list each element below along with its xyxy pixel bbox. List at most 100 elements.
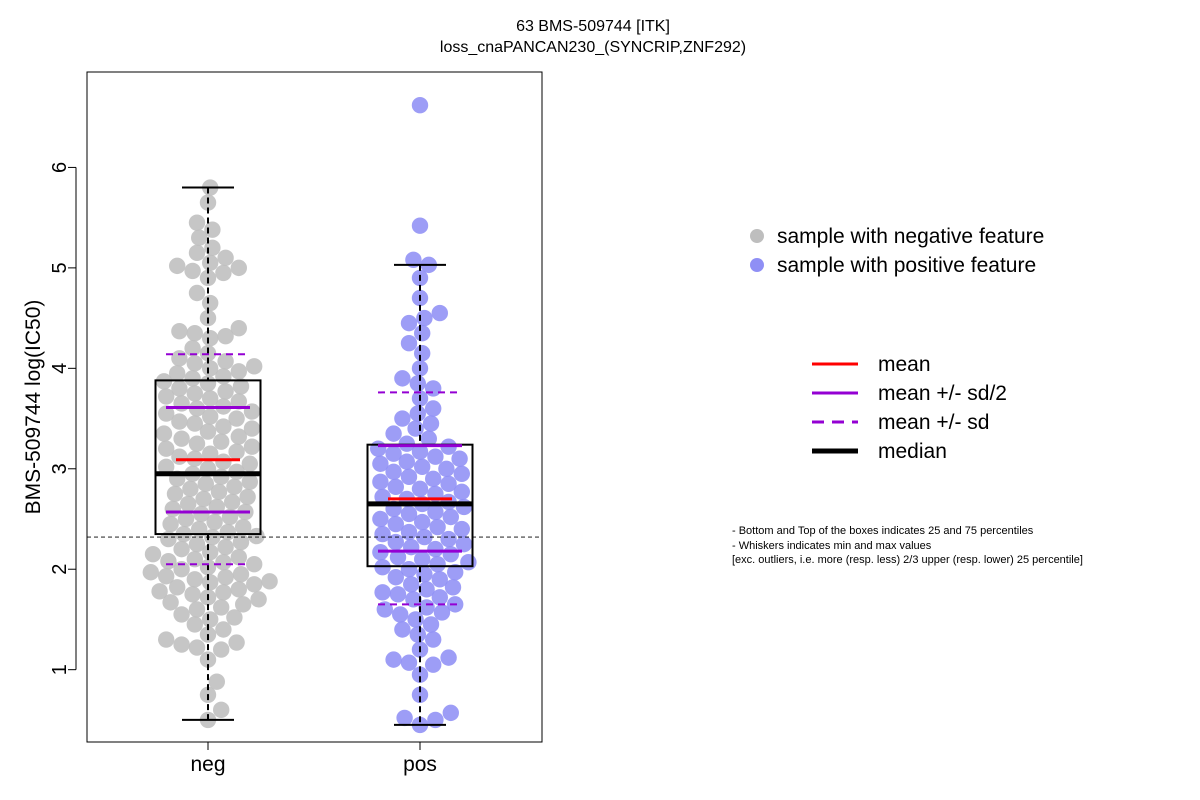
data-point-neg: [191, 229, 208, 246]
data-point-pos: [372, 455, 389, 472]
data-point-pos: [400, 314, 418, 332]
data-point-pos: [425, 631, 442, 648]
data-point-neg: [173, 561, 190, 578]
data-point-pos: [416, 566, 433, 583]
data-point-neg: [186, 385, 203, 402]
y-tick-label: 4: [49, 363, 71, 374]
data-point-neg: [235, 596, 252, 613]
note-whiskers: - Whiskers indicates min and max values: [732, 540, 932, 552]
data-point-pos: [414, 324, 431, 342]
data-point-neg: [158, 458, 175, 475]
data-point-neg: [173, 430, 190, 447]
data-point-neg: [186, 355, 203, 372]
data-point-neg: [162, 594, 179, 611]
data-point-neg: [182, 480, 199, 498]
data-point-neg: [213, 599, 230, 616]
data-point-pos: [418, 581, 435, 598]
data-point-neg: [184, 262, 201, 280]
data-point-pos: [447, 564, 464, 581]
data-point-neg: [232, 533, 250, 551]
data-point-pos: [418, 599, 435, 616]
data-point-neg: [217, 383, 234, 400]
data-point-neg: [155, 425, 173, 442]
data-point-neg: [206, 513, 223, 531]
data-point-neg: [246, 576, 263, 593]
data-point-neg: [202, 543, 219, 561]
data-point-pos: [427, 540, 444, 558]
data-point-neg: [230, 548, 247, 566]
data-point-neg: [202, 408, 219, 425]
data-point-neg: [169, 257, 186, 275]
data-point-neg: [215, 553, 232, 571]
data-point-pos: [442, 508, 459, 526]
data-point-pos: [400, 523, 418, 541]
data-point-pos: [442, 545, 459, 563]
note-outliers: [exc. outliers, i.e. more (resp. less) 2…: [732, 554, 1083, 566]
data-point-neg: [243, 438, 261, 455]
y-axis-label: BMS-509744 log(IC50): [22, 300, 45, 515]
data-point-neg: [235, 518, 252, 536]
note-box-percentiles: - Bottom and Top of the boxes indicates …: [732, 525, 1034, 537]
data-point-pos: [411, 686, 429, 703]
data-point-neg: [202, 574, 219, 591]
data-point-neg: [228, 634, 245, 651]
data-point-neg: [241, 455, 258, 472]
x-tick-label: neg: [190, 753, 225, 776]
data-point-neg: [184, 370, 201, 387]
data-point-pos: [420, 430, 437, 447]
data-point-neg: [215, 621, 232, 638]
data-point-pos: [387, 515, 404, 533]
data-point-neg: [210, 483, 228, 501]
data-point-pos: [372, 510, 389, 528]
data-point-neg: [186, 324, 203, 342]
data-point-pos: [427, 503, 444, 521]
legend-label-line: mean +/- sd: [878, 411, 989, 434]
data-point-pos: [425, 380, 442, 397]
data-point-neg: [158, 388, 175, 405]
data-point-neg: [158, 631, 175, 648]
data-point-pos: [385, 445, 402, 462]
data-point-pos: [385, 651, 402, 668]
data-point-neg: [246, 358, 263, 375]
data-point-neg: [180, 495, 197, 513]
data-point-neg: [186, 616, 203, 633]
data-point-neg: [226, 478, 243, 496]
data-point-pos: [374, 559, 391, 576]
data-point-pos: [400, 561, 418, 578]
data-point-neg: [261, 573, 278, 590]
data-point-neg: [230, 363, 247, 380]
data-point-neg: [199, 375, 217, 392]
data-point-neg: [171, 322, 188, 340]
data-point-pos: [414, 458, 431, 475]
data-point-neg: [173, 636, 190, 653]
data-point-neg: [166, 485, 184, 503]
data-point-pos: [425, 470, 442, 488]
x-tick-label: pos: [403, 753, 437, 776]
data-point-pos: [374, 525, 391, 543]
data-point-pos: [455, 498, 473, 516]
data-point-pos: [444, 579, 462, 596]
data-point-neg: [217, 327, 234, 345]
data-point-pos: [411, 480, 429, 498]
data-point-pos: [398, 453, 415, 470]
y-tick-label: 5: [49, 262, 71, 273]
data-point-neg: [246, 556, 263, 573]
data-point-pos: [409, 405, 426, 422]
data-point-neg: [228, 443, 245, 460]
data-point-neg: [215, 453, 232, 470]
data-point-pos: [425, 656, 442, 673]
data-point-pos: [427, 448, 444, 465]
legend-label-line: median: [878, 440, 947, 463]
data-point-neg: [188, 214, 206, 231]
data-point-neg: [213, 433, 230, 450]
data-point-neg: [219, 523, 236, 541]
data-point-neg: [162, 515, 179, 533]
data-point-pos: [453, 520, 470, 538]
data-point-neg: [213, 641, 230, 658]
data-point-neg: [230, 581, 247, 598]
data-point-pos: [385, 463, 402, 480]
data-point-pos: [414, 345, 431, 362]
data-point-pos: [374, 584, 391, 601]
data-point-neg: [160, 552, 177, 570]
data-point-pos: [407, 611, 424, 628]
